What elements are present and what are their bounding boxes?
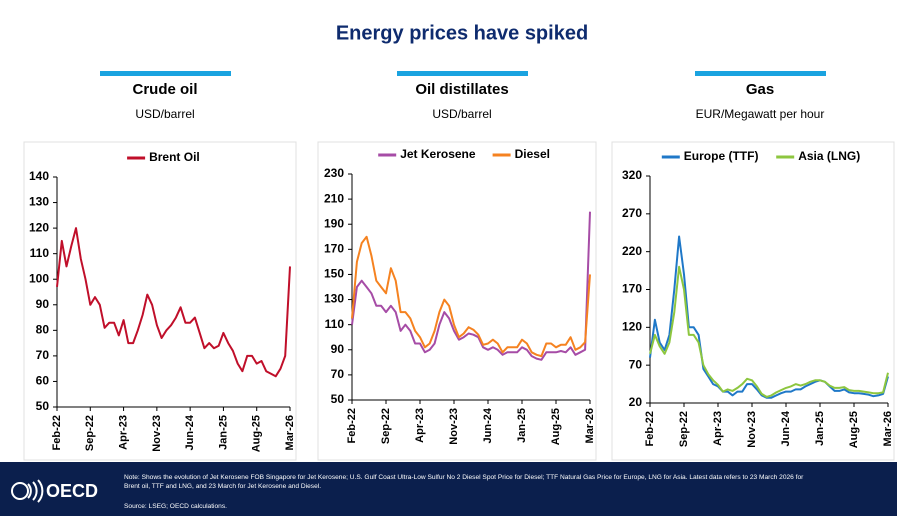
y-tick-label: 320 [622, 168, 642, 182]
y-tick-label: 220 [622, 244, 642, 258]
y-tick-label: 90 [331, 342, 345, 356]
y-tick-label: 150 [324, 267, 344, 281]
panel-title: Crude oil [132, 81, 197, 98]
y-tick-label: 50 [36, 399, 50, 413]
y-tick-label: 50 [331, 392, 345, 406]
y-tick-label: 90 [36, 297, 50, 311]
y-tick-label: 60 [36, 374, 50, 388]
footer-source: Source: LSEG; OECD calculations. [124, 503, 227, 510]
legend-label: Europe (TTF) [684, 149, 759, 163]
series-line [649, 265, 889, 398]
y-tick-label: 120 [29, 220, 49, 234]
panel-subtitle: USD/barrel [135, 107, 194, 121]
panel-header-bar [100, 71, 231, 76]
y-tick-label: 210 [324, 191, 344, 205]
x-tick-label: Aug-25 [550, 408, 562, 445]
x-tick-label: Apr-23 [712, 411, 724, 446]
x-tick-label: Aug-25 [251, 415, 263, 452]
x-tick-label: Apr-23 [414, 408, 426, 443]
legend-label: Jet Kerosene [400, 147, 476, 161]
x-tick-label: Apr-23 [117, 415, 129, 450]
y-tick-label: 170 [324, 242, 344, 256]
x-tick-label: Jan-25 [217, 415, 229, 450]
series-line [56, 227, 291, 378]
y-tick-label: 100 [29, 271, 49, 285]
page-title: Energy prices have spiked [336, 22, 588, 44]
y-tick-label: 70 [331, 367, 345, 381]
y-tick-label: 120 [622, 320, 642, 334]
footer-band [0, 462, 897, 516]
legend-label: Brent Oil [149, 150, 200, 164]
y-tick-label: 70 [629, 357, 643, 371]
panel-header-bar [695, 71, 826, 76]
plot-frame [23, 141, 297, 461]
y-tick-label: 230 [324, 166, 344, 180]
y-tick-label: 130 [29, 195, 49, 209]
x-tick-label: Mar-26 [284, 415, 296, 450]
y-tick-label: 110 [325, 317, 345, 331]
y-tick-label: 130 [324, 292, 344, 306]
x-tick-label: Jun-24 [780, 410, 792, 446]
x-tick-label: Jan-25 [516, 408, 528, 443]
oecd-logo-icon [11, 479, 44, 503]
series-line [351, 235, 591, 358]
panel-subtitle: USD/barrel [432, 107, 491, 121]
panel-header-bar [397, 71, 528, 76]
x-tick-label: Jun-24 [184, 414, 196, 450]
oecd-logo-text: OECD [46, 481, 98, 501]
y-tick-label: 140 [29, 169, 49, 183]
y-tick-label: 20 [629, 395, 643, 409]
x-tick-label: Aug-25 [848, 411, 860, 448]
x-tick-label: Jun-24 [482, 407, 494, 443]
panel-subtitle: EUR/Megawatt per hour [696, 107, 825, 121]
series-line [351, 211, 591, 361]
y-tick-label: 80 [36, 323, 50, 337]
plot-frame [611, 141, 895, 461]
y-tick-label: 170 [622, 282, 642, 296]
panel-title: Gas [746, 81, 774, 98]
y-tick-label: 110 [30, 246, 50, 260]
x-tick-label: Mar-26 [584, 408, 596, 443]
x-tick-label: Sep-22 [84, 415, 96, 451]
x-tick-label: Mar-26 [882, 411, 894, 446]
x-tick-label: Nov-23 [448, 408, 460, 445]
y-tick-label: 270 [622, 206, 642, 220]
legend-label: Asia (LNG) [798, 149, 860, 163]
legend-label: Diesel [515, 147, 550, 161]
x-tick-label: Nov-23 [746, 411, 758, 448]
panel-title: Oil distillates [415, 81, 508, 98]
footer-note: Note: Shows the evolution of Jet Kerosen… [124, 474, 804, 481]
x-tick-label: Feb-22 [51, 415, 63, 450]
x-tick-label: Jan-25 [814, 411, 826, 446]
x-tick-label: Sep-22 [678, 411, 690, 447]
y-tick-label: 70 [36, 348, 50, 362]
plot-frame [317, 141, 597, 461]
x-tick-label: Sep-22 [380, 408, 392, 444]
series-line [649, 235, 889, 399]
x-tick-label: Feb-22 [644, 411, 656, 446]
y-tick-label: 190 [324, 216, 344, 230]
x-tick-label: Nov-23 [151, 415, 163, 452]
x-tick-label: Feb-22 [346, 408, 358, 443]
footer-note: Brent oil, TTF and LNG, and 23 March for… [124, 483, 321, 490]
